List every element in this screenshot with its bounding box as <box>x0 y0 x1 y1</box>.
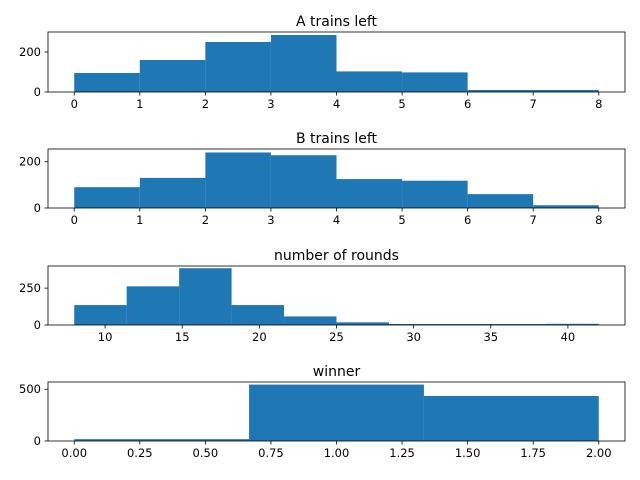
x-tick-label: 1.75 <box>520 446 546 460</box>
x-tick-label: 7 <box>530 213 537 227</box>
histogram-bar <box>467 194 534 208</box>
x-tick-label: 20 <box>252 330 267 344</box>
histogram-bar <box>205 42 271 92</box>
histogram-bar <box>270 35 337 92</box>
histogram-bar <box>74 305 127 325</box>
x-tick-label: 0 <box>71 213 78 227</box>
x-tick-label: 7 <box>530 97 537 111</box>
histogram-bar <box>493 324 547 325</box>
x-tick-label: 0 <box>71 97 78 111</box>
subplot-title: A trains left <box>296 14 378 30</box>
histogram-bar <box>402 72 468 92</box>
histogram-bar <box>74 73 140 92</box>
x-tick-label: 2 <box>202 97 209 111</box>
x-tick-label: 10 <box>98 330 113 344</box>
x-tick-label: 0.75 <box>258 446 284 460</box>
x-tick-label: 40 <box>561 330 576 344</box>
y-tick-label: 500 <box>19 382 41 396</box>
histogram-bar <box>179 268 232 325</box>
x-tick-label: 5 <box>398 213 405 227</box>
y-tick-label: 250 <box>19 281 41 295</box>
histogram-bar <box>467 90 599 92</box>
subplot-2: B trains left 0 1 2 3 4 5 6 7 8 0 200 <box>19 131 626 227</box>
x-tick-label: 15 <box>175 330 190 344</box>
histogram-bar <box>139 177 206 208</box>
x-tick-label: 0.00 <box>61 446 87 460</box>
histogram-bar <box>249 384 424 441</box>
histogram-bar <box>74 439 250 441</box>
histogram-bar <box>205 152 271 208</box>
histogram-bar <box>423 395 599 441</box>
subplot-1: A trains left 0 1 2 3 4 5 6 7 8 0 200 <box>19 14 626 111</box>
histogram-bar <box>231 305 285 325</box>
histogram-bar <box>126 286 180 325</box>
x-tick-label: 1 <box>136 213 143 227</box>
histogram-bar <box>284 316 337 325</box>
subplot-4: winner 0.00 0.25 0.50 0.75 1.00 1.25 1.50 1.75 2.… <box>19 364 626 460</box>
x-tick-label: 2 <box>202 213 209 227</box>
x-tick-label: 3 <box>267 97 274 111</box>
y-tick-label: 0 <box>34 201 41 215</box>
x-tick-label: 0.25 <box>127 446 153 460</box>
x-tick-label: 1.25 <box>389 446 415 460</box>
x-tick-label: 4 <box>333 97 340 111</box>
histogram-bar <box>74 187 140 208</box>
x-tick-label: 1 <box>136 97 143 111</box>
x-tick-label: 8 <box>595 213 602 227</box>
x-tick-label: 6 <box>464 213 471 227</box>
y-tick-label: 200 <box>19 45 41 59</box>
x-tick-label: 1.00 <box>324 446 350 460</box>
y-tick-label: 0 <box>34 318 41 332</box>
subplot-title: winner <box>313 364 361 380</box>
x-tick-label: 25 <box>329 330 344 344</box>
histogram-bar <box>402 180 468 208</box>
x-tick-label: 6 <box>464 97 471 111</box>
histogram-bar <box>546 323 599 325</box>
y-tick-label: 0 <box>34 85 41 99</box>
x-tick-label: 8 <box>595 97 602 111</box>
y-tick-label: 200 <box>19 155 41 169</box>
subplot-title: B trains left <box>296 131 378 147</box>
histogram-bar <box>270 155 337 208</box>
x-tick-label: 5 <box>398 97 405 111</box>
x-tick-label: 0.50 <box>193 446 219 460</box>
x-tick-label: 3 <box>267 213 274 227</box>
subplot-3: number of rounds 10 15 20 25 30 35 40 0 250 <box>19 248 626 344</box>
histogram-bar <box>441 324 494 325</box>
histogram-bar <box>336 322 389 325</box>
subplot-title: number of rounds <box>274 248 399 264</box>
x-tick-label: 35 <box>483 330 498 344</box>
x-tick-label: 30 <box>406 330 421 344</box>
y-tick-label: 0 <box>34 434 41 448</box>
histogram-bar <box>336 71 403 92</box>
x-tick-label: 4 <box>333 213 340 227</box>
histogram-bar <box>336 179 403 208</box>
histogram-bar <box>533 205 599 208</box>
histogram-bar <box>139 60 206 92</box>
x-tick-label: 2.00 <box>586 446 612 460</box>
histogram-bar <box>388 324 442 325</box>
x-tick-label: 1.50 <box>455 446 481 460</box>
